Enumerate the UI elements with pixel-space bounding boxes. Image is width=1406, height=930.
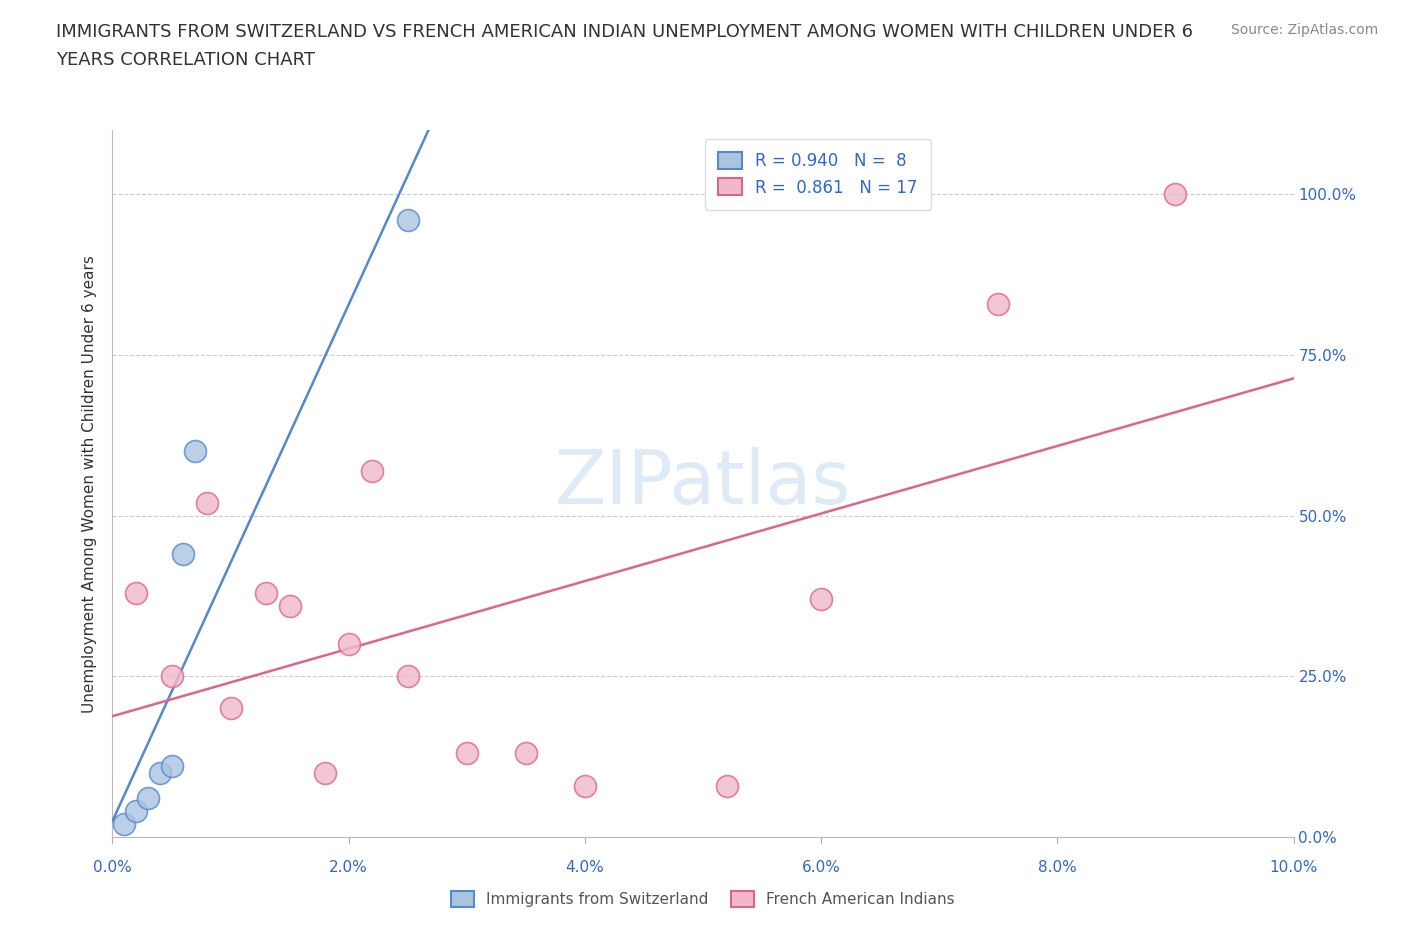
Point: [160, 669, 183, 684]
Legend: Immigrants from Switzerland, French American Indians: Immigrants from Switzerland, French Amer…: [444, 884, 962, 913]
Point: [125, 804, 148, 818]
Point: [125, 585, 148, 600]
Point: [149, 765, 172, 780]
Point: [112, 817, 135, 831]
Point: [716, 778, 738, 793]
Point: [396, 669, 419, 684]
Point: [1164, 187, 1187, 202]
Point: [254, 585, 277, 600]
Point: [337, 637, 360, 652]
Point: [456, 746, 478, 761]
Text: 10.0%: 10.0%: [1270, 860, 1317, 875]
Point: [574, 778, 596, 793]
Point: [172, 547, 194, 562]
Point: [195, 496, 218, 511]
Text: 0.0%: 0.0%: [93, 860, 132, 875]
Point: [184, 444, 207, 458]
Point: [810, 591, 832, 606]
Legend: R = 0.940   N =  8, R =  0.861   N = 17: R = 0.940 N = 8, R = 0.861 N = 17: [706, 139, 931, 210]
Point: [361, 463, 384, 478]
Y-axis label: Unemployment Among Women with Children Under 6 years: Unemployment Among Women with Children U…: [82, 255, 97, 712]
Text: Source: ZipAtlas.com: Source: ZipAtlas.com: [1230, 23, 1378, 37]
Text: IMMIGRANTS FROM SWITZERLAND VS FRENCH AMERICAN INDIAN UNEMPLOYMENT AMONG WOMEN W: IMMIGRANTS FROM SWITZERLAND VS FRENCH AM…: [56, 23, 1194, 41]
Point: [219, 701, 242, 716]
Point: [314, 765, 336, 780]
Point: [987, 297, 1010, 312]
Point: [515, 746, 537, 761]
Point: [396, 213, 419, 228]
Text: 4.0%: 4.0%: [565, 860, 605, 875]
Text: 6.0%: 6.0%: [801, 860, 841, 875]
Point: [160, 759, 183, 774]
Point: [278, 598, 301, 613]
Text: ZIPatlas: ZIPatlas: [555, 447, 851, 520]
Text: 2.0%: 2.0%: [329, 860, 368, 875]
Text: 8.0%: 8.0%: [1038, 860, 1077, 875]
Point: [136, 791, 159, 806]
Text: YEARS CORRELATION CHART: YEARS CORRELATION CHART: [56, 51, 315, 69]
